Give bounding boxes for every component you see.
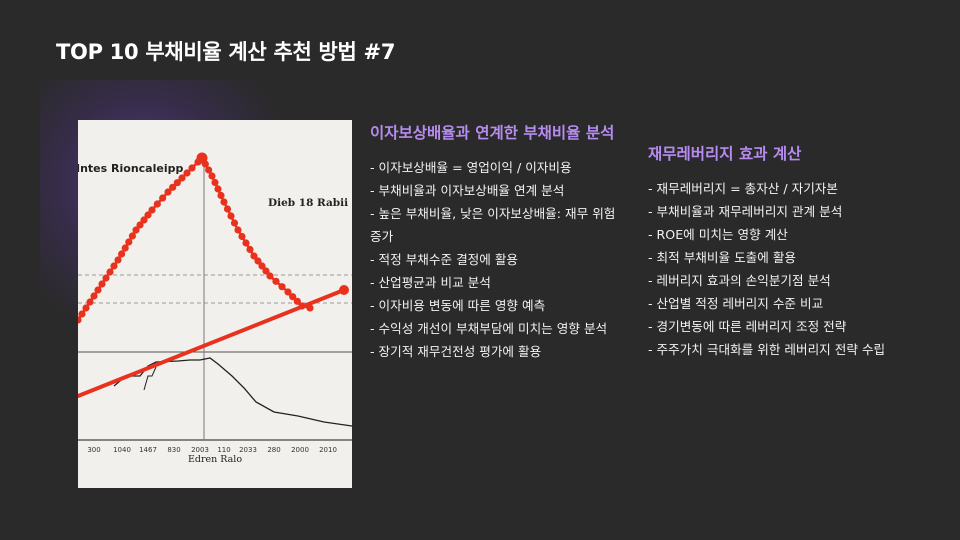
red-series-dot [230, 219, 239, 227]
x-tick-label: 2000 [291, 446, 309, 454]
red-series-dot [140, 216, 148, 224]
red-series-dot [220, 198, 228, 206]
list-item: - 최적 부채비율 도출에 활용 [648, 250, 797, 265]
right-bullet-list: - 재무레버리지 = 총자산 / 자기자본 - 부채비율과 재무레버리지 관계 분… [648, 177, 898, 361]
chart-illustration-image: Intes Rioncaleipp Dieb 18 Rabii Rato 300… [78, 120, 352, 488]
x-tick-label: 110 [217, 446, 230, 454]
list-item: - 산업별 적정 레버리지 수준 비교 [648, 296, 824, 311]
figure-label-top: Intes Rioncaleipp [78, 162, 183, 175]
list-item: - 높은 부채비율, 낮은 이자보상배율: 재무 위험 증가 [370, 206, 616, 244]
red-series-dot [278, 283, 286, 291]
red-series-dot [250, 252, 258, 260]
red-series-dot [272, 277, 280, 285]
list-item: - ROE에 미치는 영향 계산 [648, 227, 788, 242]
red-series-dot [183, 169, 191, 177]
x-tick-label: 2003 [191, 446, 209, 454]
red-trend-endpoint [339, 285, 349, 295]
x-tick-label: 280 [267, 446, 280, 454]
left-section-heading: 이자보상배율과 연계한 부채비율 분석 [370, 124, 615, 142]
red-dotted-series-line [78, 155, 311, 321]
list-item: - 주주가치 극대화를 위한 레버리지 전략 수립 [648, 342, 886, 357]
red-series-dot [153, 200, 161, 208]
x-tick-label: 1467 [139, 446, 157, 454]
red-series-dot [298, 302, 306, 310]
list-item: - 장기적 재무건전성 평가에 활용 [370, 344, 542, 359]
right-section-heading: 재무레버리지 효과 계산 [648, 145, 802, 163]
red-series-dot [159, 194, 167, 202]
red-series-dot [86, 298, 94, 306]
red-series-dot [132, 226, 140, 234]
red-series-dot [208, 172, 216, 180]
red-series-dot [106, 268, 114, 276]
red-series-dot [246, 245, 254, 254]
red-series-dot [78, 310, 86, 318]
red-series-dot [188, 164, 196, 172]
red-series-dot [238, 232, 246, 241]
red-series-dot [98, 280, 106, 288]
red-series-dot [266, 272, 274, 280]
red-series-dot [306, 304, 314, 312]
red-series-dot [144, 211, 152, 219]
red-series-dot [262, 267, 270, 275]
red-series-dot [136, 221, 144, 229]
list-item: - 재무레버리지 = 총자산 / 자기자본 [648, 181, 838, 196]
red-series-dot [114, 256, 122, 264]
red-series-dot [293, 297, 301, 305]
red-series-peak-dot [196, 152, 208, 164]
red-series-dot [128, 232, 136, 240]
x-axis-label: Edren Ralo [188, 454, 242, 465]
red-series-dot [82, 304, 90, 312]
list-item: - 경기변동에 따른 레버리지 조정 전략 [648, 319, 847, 334]
red-series-dot [217, 191, 225, 200]
red-series-dot [90, 292, 98, 300]
red-series-dot [211, 178, 219, 187]
right-content-column: 재무레버리지 효과 계산 - 재무레버리지 = 총자산 / 자기자본 - 부채비율… [648, 143, 898, 361]
list-item: - 부채비율과 이자보상배율 연계 분석 [370, 183, 565, 198]
left-content-column: 이자보상배율과 연계한 부채비율 분석 - 이자보상배율 = 영업이익 / 이자… [370, 122, 620, 363]
black-series-stub [143, 366, 157, 391]
red-series-dot [118, 250, 126, 258]
list-item: - 수익성 개선이 부채부담에 미치는 영향 분석 [370, 321, 608, 336]
red-series-dot [242, 239, 250, 247]
x-tick-label: 2010 [319, 446, 337, 454]
red-series-dot [102, 274, 110, 282]
list-item: - 부채비율과 재무레버리지 관계 분석 [648, 204, 843, 219]
red-series-dot [164, 188, 172, 196]
red-series-dot [173, 179, 181, 187]
red-series-dot [148, 206, 156, 214]
x-tick-labels: 300 1040 1467 830 2003 110 2033 280 2000 2010 [87, 446, 337, 454]
list-item: - 레버리지 효과의 손익분기점 분석 [648, 273, 831, 288]
red-series-dot [289, 293, 297, 301]
red-series-dot [214, 185, 222, 193]
list-item: - 이자비용 변동에 따른 영향 예측 [370, 298, 546, 313]
red-dotted-series [78, 152, 314, 324]
figure-label-right: Dieb 18 Rabii Rato [268, 197, 352, 209]
red-series-dot [78, 316, 82, 324]
red-series-dot [223, 205, 232, 213]
red-series-dot [169, 183, 177, 191]
x-tick-label: 1040 [113, 446, 131, 454]
red-series-dot [284, 288, 292, 296]
red-series-dot [227, 212, 235, 220]
page-title: TOP 10 부채비율 계산 추천 방법 #7 [56, 40, 396, 64]
red-series-dot [205, 166, 213, 174]
left-bullet-list: - 이자보상배율 = 영업이익 / 이자비용 - 부채비율과 이자보상배율 연계 … [370, 156, 620, 363]
red-series-dot [258, 262, 266, 270]
x-tick-label: 830 [167, 446, 180, 454]
chart-illustration-svg: Intes Rioncaleipp Dieb 18 Rabii Rato 300… [78, 152, 352, 465]
red-series-dot [254, 257, 262, 265]
x-tick-label: 300 [87, 446, 100, 454]
x-tick-label: 2033 [239, 446, 257, 454]
red-series-dot [94, 286, 102, 294]
red-series-dot [178, 174, 186, 182]
list-item: - 이자보상배율 = 영업이익 / 이자비용 [370, 160, 572, 175]
red-series-dot [125, 238, 133, 246]
red-series-dot [110, 262, 118, 270]
red-series-dot [121, 244, 129, 252]
list-item: - 산업평균과 비교 분석 [370, 275, 491, 290]
list-item: - 적정 부채수준 결정에 활용 [370, 252, 519, 267]
red-series-dot [234, 226, 242, 234]
